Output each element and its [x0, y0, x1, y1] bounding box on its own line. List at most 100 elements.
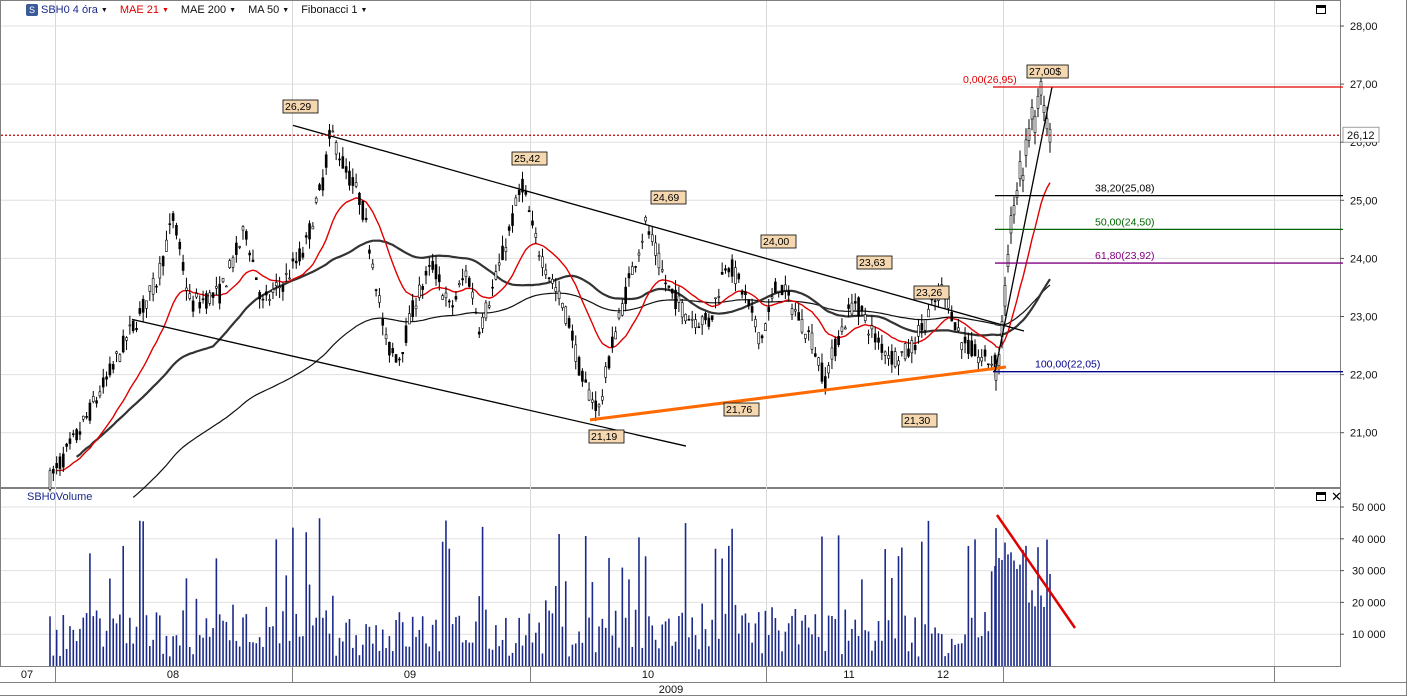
candle [757, 332, 761, 350]
candle [294, 251, 298, 269]
candle-body [261, 298, 265, 301]
price-callout-box [723, 402, 760, 417]
candle-body [108, 363, 112, 376]
price-callout-box [760, 234, 797, 249]
candle-body [161, 256, 165, 267]
price-callout: 21,19 [588, 429, 625, 444]
candle [354, 173, 358, 189]
candle-body [158, 263, 162, 279]
fibonacci-selector[interactable]: Fibonacci 1 ▼ [301, 4, 367, 16]
candle [85, 411, 88, 420]
candle [334, 140, 338, 161]
candle [873, 326, 877, 350]
candle-body [794, 309, 797, 312]
candle [274, 273, 278, 296]
candle [857, 296, 860, 326]
candle-body [105, 376, 108, 380]
mae200-selector[interactable]: MAE 200 ▼ [181, 4, 236, 16]
candle [770, 287, 774, 303]
candle-body [790, 308, 794, 315]
candle [627, 266, 631, 287]
candle [727, 266, 731, 278]
candle-body [551, 278, 554, 284]
candle-body [484, 302, 488, 319]
candle [750, 298, 754, 322]
candle-body [221, 277, 225, 283]
price-callout: 23,63 [856, 255, 893, 270]
candle-body [398, 358, 401, 361]
candle [843, 325, 847, 330]
candle [171, 210, 175, 229]
candle [883, 350, 887, 365]
candle-body [674, 289, 677, 310]
candle [777, 290, 781, 298]
symbol-label: SBH0 4 óra [41, 4, 98, 16]
candle-body [371, 263, 375, 269]
candle-body [544, 269, 548, 275]
candle [967, 332, 970, 360]
last-price-label: 26,12 [1347, 130, 1375, 142]
candle [1030, 99, 1034, 131]
candle-body [258, 292, 261, 300]
candle [840, 318, 844, 335]
candle-body [431, 260, 434, 270]
candle [784, 275, 787, 300]
mae21-selector[interactable]: MAE 21 ▼ [120, 4, 169, 16]
candle-body [481, 316, 484, 329]
maximize-price-panel-icon[interactable] [1316, 5, 1326, 14]
candle [118, 353, 122, 363]
candle-body [55, 463, 58, 469]
candle-body [970, 340, 974, 357]
candle [794, 302, 797, 317]
candle [863, 307, 867, 324]
candle-body [913, 344, 917, 351]
candle-body [760, 335, 764, 339]
candle-body [843, 327, 847, 330]
maximize-volume-panel-icon[interactable] [1316, 492, 1326, 501]
candle [441, 293, 444, 300]
candle-body [341, 156, 345, 169]
candle-body [684, 313, 687, 322]
candle-body [75, 429, 78, 441]
candle [670, 288, 674, 299]
close-volume-panel-icon[interactable]: ✕ [1331, 489, 1342, 504]
candle-body [774, 281, 777, 294]
candle-body [827, 365, 830, 374]
month-label: 08 [167, 669, 179, 681]
candle-body [694, 319, 697, 328]
candle [91, 391, 95, 404]
candle [817, 356, 820, 372]
candle-body [887, 355, 890, 359]
candle-body [381, 318, 385, 326]
candle [105, 371, 108, 387]
candle-body [554, 287, 558, 292]
candle-body [680, 302, 684, 318]
candle [837, 330, 840, 348]
candle-body [920, 323, 924, 331]
candle-body [151, 278, 155, 295]
candle [368, 245, 371, 260]
candle-body [514, 197, 518, 206]
candle-body [404, 325, 408, 343]
candle [318, 182, 321, 191]
ma50-selector[interactable]: MA 50 ▼ [248, 4, 289, 16]
candle [547, 276, 551, 283]
candle-body [245, 231, 248, 240]
candle-body [284, 273, 288, 275]
candle-body [411, 300, 414, 317]
candle [927, 304, 930, 318]
channel-upper-line [292, 124, 1025, 332]
candle [71, 429, 75, 438]
candle-body [215, 286, 218, 289]
candle [431, 253, 434, 273]
candle [907, 339, 910, 358]
candle-body [804, 333, 807, 339]
candle [827, 362, 830, 379]
candle-body [557, 290, 561, 299]
candle [744, 284, 747, 304]
candle-body [211, 292, 215, 298]
symbol-selector[interactable]: S SBH0 4 óra ▼ [26, 4, 108, 16]
candle-body [145, 300, 148, 309]
candle-body [81, 415, 85, 420]
candle [391, 342, 395, 357]
